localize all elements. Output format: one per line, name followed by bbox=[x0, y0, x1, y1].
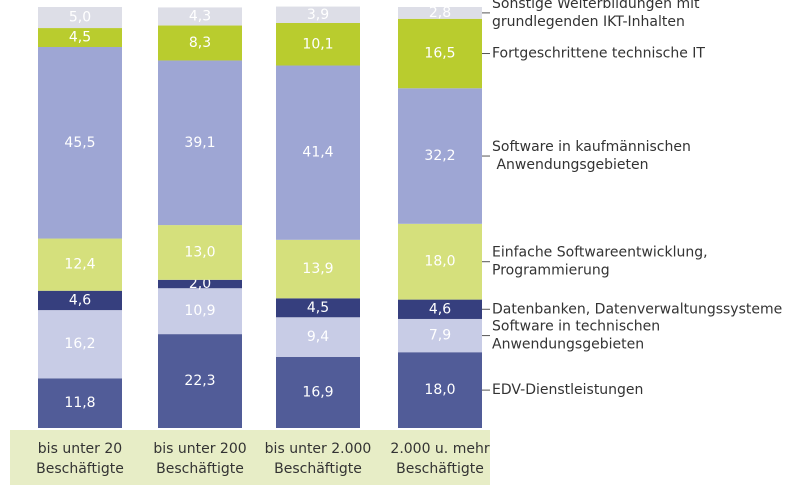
text-line: Programmierung bbox=[492, 263, 610, 279]
bar-segment bbox=[398, 7, 482, 19]
value-label: 4,3 bbox=[189, 8, 211, 24]
value-label: 11,8 bbox=[64, 395, 95, 411]
value-label: 5,0 bbox=[69, 10, 91, 26]
x-tick-label: bis unter 20 Beschäftigte bbox=[36, 441, 124, 477]
text-line: Sonstige Weiterbildungen mit bbox=[492, 0, 700, 12]
bar-segment bbox=[38, 28, 122, 47]
value-label: 16,5 bbox=[424, 46, 455, 62]
value-label: 4,5 bbox=[307, 300, 329, 316]
bar-segment bbox=[276, 239, 360, 299]
value-label: 18,0 bbox=[424, 254, 455, 270]
value-label: 10,9 bbox=[184, 303, 215, 319]
value-label: 16,2 bbox=[64, 336, 95, 352]
value-label: 10,1 bbox=[302, 36, 333, 52]
bar-segment bbox=[276, 6, 360, 23]
text-line: 2.000 u. mehr bbox=[390, 441, 489, 457]
value-label: 13,9 bbox=[302, 261, 333, 277]
bar-segment bbox=[158, 25, 242, 61]
category-band bbox=[10, 430, 490, 485]
value-label: 41,4 bbox=[302, 145, 333, 161]
text-line: Beschäftigte bbox=[156, 461, 244, 477]
text-line: bis unter 2.000 bbox=[265, 441, 372, 457]
text-line: bis unter 20 bbox=[38, 441, 122, 457]
bar-segment bbox=[38, 290, 122, 311]
bar-segment bbox=[158, 7, 242, 26]
text-line: Beschäftigte bbox=[396, 461, 484, 477]
value-label: 2,0 bbox=[189, 276, 211, 292]
bar-segment bbox=[276, 298, 360, 318]
value-label: 4,6 bbox=[69, 292, 91, 308]
value-label: 4,5 bbox=[69, 30, 91, 46]
text-line: Fortgeschrittene technische IT bbox=[492, 46, 705, 62]
text-line: Software in technischen bbox=[492, 319, 660, 335]
legend-label: Fortgeschrittene technische IT bbox=[492, 46, 705, 62]
value-label: 39,1 bbox=[184, 135, 215, 151]
text-line: EDV-Dienstleistungen bbox=[492, 382, 643, 398]
value-label: 45,5 bbox=[64, 135, 95, 151]
legend-label: Software in kaufmännischen Anwendungsgeb… bbox=[492, 139, 691, 173]
bar-segment bbox=[398, 352, 482, 428]
value-label: 8,3 bbox=[189, 35, 211, 51]
bar-segment bbox=[276, 317, 360, 357]
legend-label: Einfache Softwareentwicklung, Programmier… bbox=[492, 245, 708, 279]
bar-segment bbox=[158, 334, 242, 428]
text-line: Anwendungsgebieten bbox=[492, 157, 649, 173]
value-label: 32,2 bbox=[424, 148, 455, 164]
bar-segment bbox=[38, 310, 122, 379]
bar-segment bbox=[398, 318, 482, 353]
bar-segment bbox=[398, 223, 482, 300]
bar-segment bbox=[398, 88, 482, 224]
bar-segment bbox=[276, 356, 360, 428]
bar-segment bbox=[158, 60, 242, 226]
value-label: 12,4 bbox=[64, 257, 95, 273]
text-line: Datenbanken, Datenverwaltungssysteme bbox=[492, 301, 782, 317]
value-label: 18,0 bbox=[424, 382, 455, 398]
text-line: Einfache Softwareentwicklung, bbox=[492, 245, 708, 261]
value-label: 9,4 bbox=[307, 329, 329, 345]
value-label: 16,9 bbox=[302, 384, 333, 400]
bar-segment bbox=[276, 65, 360, 240]
legend-label: Software in technischen Anwendungsgebiete… bbox=[492, 319, 660, 353]
value-label: 7,9 bbox=[429, 328, 451, 344]
text-line: bis unter 200 bbox=[153, 441, 246, 457]
bar-segment bbox=[158, 279, 242, 289]
value-label: 4,6 bbox=[429, 301, 451, 317]
text-line: Software in kaufmännischen bbox=[492, 139, 691, 155]
bar-segment bbox=[38, 238, 122, 291]
text-line: Anwendungsgebieten bbox=[492, 337, 644, 353]
bar-segment bbox=[38, 7, 122, 29]
x-tick-label: 2.000 u. mehr Beschäftigte bbox=[390, 441, 489, 477]
x-tick-label: bis unter 200 Beschäftigte bbox=[153, 441, 246, 477]
legend-label: Sonstige Weiterbildungen mit grundlegende… bbox=[492, 0, 700, 30]
text-line: Beschäftigte bbox=[36, 461, 124, 477]
bar-segment bbox=[158, 225, 242, 280]
text-line: Beschäftigte bbox=[274, 461, 362, 477]
bar-segment bbox=[276, 22, 360, 66]
legend-label: Datenbanken, Datenverwaltungssysteme bbox=[492, 301, 782, 317]
text-line: grundlegenden IKT-Inhalten bbox=[492, 14, 685, 30]
bar-segment bbox=[398, 299, 482, 319]
value-label: 22,3 bbox=[184, 373, 215, 389]
bar-segment bbox=[158, 288, 242, 335]
bar-segment bbox=[38, 46, 122, 239]
value-label: 2,8 bbox=[429, 5, 451, 21]
bar-segment bbox=[398, 18, 482, 89]
x-tick-label: bis unter 2.000 Beschäftigte bbox=[265, 441, 372, 477]
value-label: 3,9 bbox=[307, 7, 329, 23]
value-label: 13,0 bbox=[184, 244, 215, 260]
legend-label: EDV-Dienstleistungen bbox=[492, 382, 643, 398]
bar-segment bbox=[38, 378, 122, 428]
